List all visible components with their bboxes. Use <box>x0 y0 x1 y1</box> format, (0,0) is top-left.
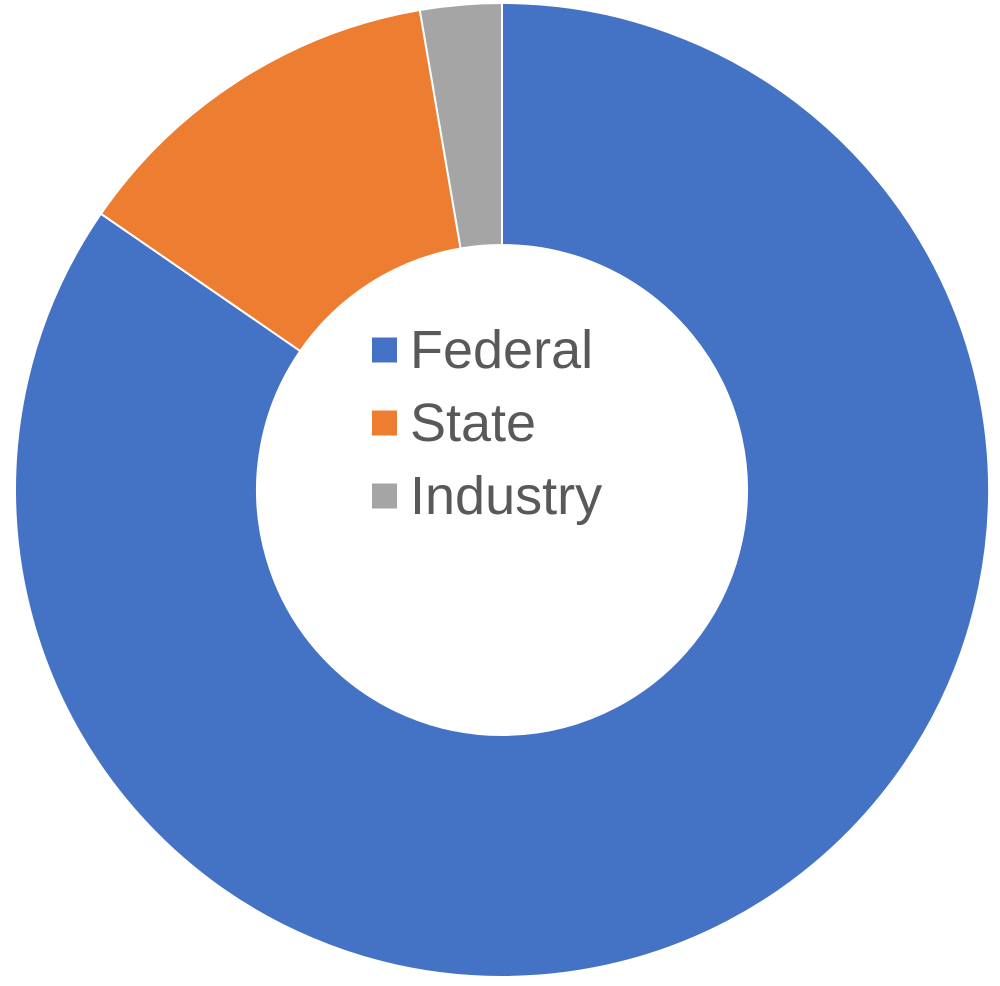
legend-item-state: State <box>372 393 536 453</box>
legend-item-federal: Federal <box>372 320 593 380</box>
legend-item-industry: Industry <box>372 466 602 526</box>
legend-swatch-industry <box>372 483 397 509</box>
chart-legend: Federal State Industry <box>372 320 602 526</box>
legend-label-federal: Federal <box>410 320 593 380</box>
slice-state <box>99 8 462 353</box>
slice-industry <box>418 1 503 250</box>
legend-swatch-state <box>372 410 397 436</box>
donut-slices <box>14 1 990 978</box>
slice-federal <box>14 1 990 978</box>
legend-label-state: State <box>410 393 536 453</box>
legend-swatch-federal <box>372 337 397 363</box>
legend-label-industry: Industry <box>410 466 602 526</box>
